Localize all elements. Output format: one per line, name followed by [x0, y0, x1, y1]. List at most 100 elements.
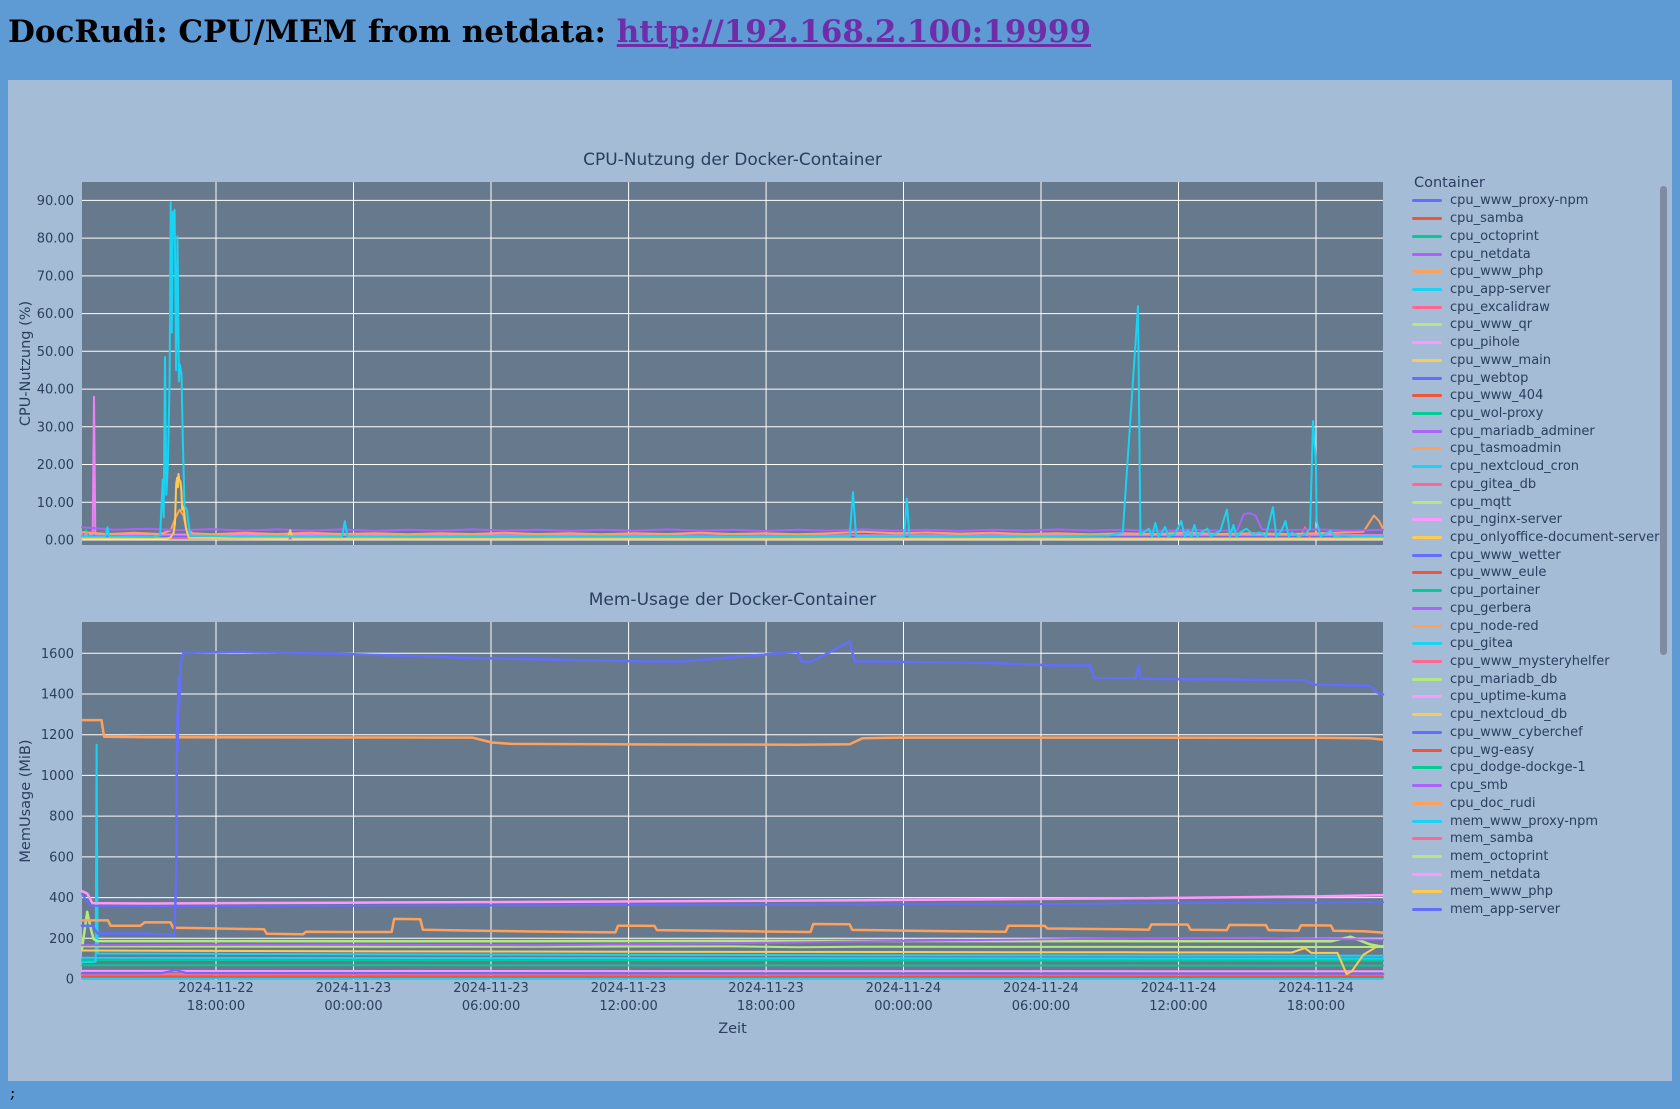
legend-item[interactable]: cpu_pihole — [1406, 334, 1662, 352]
legend-swatch-line — [1412, 589, 1442, 593]
legend-swatch-line — [1412, 536, 1442, 540]
legend-swatch-line — [1412, 660, 1442, 664]
legend-item[interactable]: cpu_doc_rudi — [1406, 794, 1662, 812]
legend-item[interactable]: cpu_www_mysteryhelfer — [1406, 653, 1662, 671]
legend-item[interactable]: cpu_www_main — [1406, 351, 1662, 369]
legend-item[interactable]: cpu_app-server — [1406, 281, 1662, 299]
legend-item[interactable]: cpu_gerbera — [1406, 600, 1662, 618]
legend-item[interactable]: cpu_excalidraw — [1406, 298, 1662, 316]
trace-cyan-105[interactable] — [81, 956, 1384, 960]
legend-item-label: cpu_webtop — [1450, 370, 1529, 386]
chart-text: 60.00 — [37, 307, 74, 322]
cpu-mem-charts-svg[interactable]: 0.00 10.00 20.00 30.00 40.00 50.00 60.00 70.00 8… — [8, 80, 1672, 1081]
legend-item-label: mem_www_proxy-npm — [1450, 813, 1599, 829]
trace-orange-high[interactable] — [80, 718, 1385, 746]
trace-cyan-app-server[interactable] — [81, 201, 1384, 538]
trace-proxy-cyan[interactable] — [81, 743, 1384, 964]
legend-item[interactable]: cpu_nextcloud_cron — [1406, 458, 1662, 476]
trace-yellow-www-php[interactable] — [81, 945, 1384, 976]
legend-item[interactable]: cpu_webtop — [1406, 369, 1662, 387]
legend-item[interactable]: cpu_octoprint — [1406, 227, 1662, 245]
chart-text: 2024-11-23 — [453, 981, 529, 996]
trace-netdata-pink[interactable] — [80, 889, 1385, 905]
legend-item[interactable]: cpu_wg-easy — [1406, 741, 1662, 759]
legend-item-label: cpu_onlyoffice-document-server — [1450, 530, 1660, 546]
mem-traces — [80, 640, 1385, 980]
chart-text: 2024-11-23 — [728, 981, 804, 996]
legend-item[interactable]: cpu_gitea — [1406, 635, 1662, 653]
legend-swatch-line — [1412, 606, 1442, 610]
trace-violet-370[interactable] — [81, 892, 1384, 908]
legend-item[interactable]: cpu_www_cyberchef — [1406, 724, 1662, 742]
mem-plot-area[interactable] — [82, 622, 1383, 980]
mem-plot[interactable]: 0 200 400 600 800 1000 1200 1400 1600 Mem-Usage d… — [18, 590, 1385, 988]
legend-item[interactable]: mem_octoprint — [1406, 848, 1662, 866]
legend-item[interactable]: cpu_mariadb_adminer — [1406, 422, 1662, 440]
trace-lightgreen-2[interactable] — [81, 945, 1384, 949]
legend-item-label: cpu_www_404 — [1450, 388, 1544, 404]
legend-item[interactable]: mem_samba — [1406, 830, 1662, 848]
page-header: DocRudi: CPU/MEM from netdata: http://19… — [0, 0, 1680, 80]
legend-item[interactable]: mem_www_proxy-npm — [1406, 812, 1662, 830]
legend-item[interactable]: cpu_node-red — [1406, 617, 1662, 635]
legend-item-label: cpu_pihole — [1450, 335, 1520, 351]
trace-blue-low[interactable] — [81, 969, 1384, 975]
legend-swatch-line — [1412, 482, 1442, 486]
trace-app-server-blue[interactable] — [80, 640, 1385, 937]
legend-item-label: mem_octoprint — [1450, 848, 1549, 864]
legend-item[interactable]: cpu_smb — [1406, 777, 1662, 795]
chart-text: 1600 — [41, 647, 74, 662]
legend-item[interactable]: mem_app-server — [1406, 901, 1662, 919]
legend-item[interactable]: cpu_nginx-server — [1406, 511, 1662, 529]
legend-item[interactable]: cpu_www_eule — [1406, 564, 1662, 582]
legend-item[interactable]: cpu_nextcloud_db — [1406, 706, 1662, 724]
legend-swatch-line — [1412, 341, 1442, 345]
trace-purple-mid[interactable] — [81, 936, 1384, 947]
legend-item[interactable]: cpu_mariadb_db — [1406, 670, 1662, 688]
netdata-link[interactable]: http://192.168.2.100:19999 — [616, 14, 1092, 50]
legend-swatch-line — [1412, 411, 1442, 415]
legend-item[interactable]: cpu_gitea_db — [1406, 476, 1662, 494]
legend-item-label: cpu_gitea — [1450, 636, 1514, 652]
legend-item[interactable]: cpu_samba — [1406, 210, 1662, 228]
legend-item[interactable]: cpu_netdata — [1406, 245, 1662, 263]
legend-item[interactable]: cpu_www_wetter — [1406, 546, 1662, 564]
legend-item-label: mem_www_php — [1450, 884, 1553, 900]
chart-text: 0 — [66, 973, 74, 988]
legend-item[interactable]: cpu_mqtt — [1406, 493, 1662, 511]
trace-yellow-www-main[interactable] — [81, 473, 1384, 540]
legend-item[interactable]: cpu_www_qr — [1406, 316, 1662, 334]
trace-purple-floor-netdata[interactable] — [81, 511, 1384, 532]
legend-swatch-line — [1412, 217, 1442, 221]
legend-item-label: mem_app-server — [1450, 902, 1561, 918]
legend-item[interactable]: cpu_onlyoffice-document-server — [1406, 529, 1662, 547]
cpu-plot[interactable]: 0.00 10.00 20.00 30.00 40.00 50.00 60.00 70.00 8… — [18, 150, 1384, 549]
legend-item-label: cpu_samba — [1450, 211, 1524, 227]
legend-item-label: cpu_www_mysteryhelfer — [1450, 654, 1610, 670]
legend-item[interactable]: cpu_uptime-kuma — [1406, 688, 1662, 706]
chart-text: 12:00:00 — [599, 999, 657, 1014]
legend-swatch-line — [1412, 305, 1442, 309]
trace-lightgreen-octoprint[interactable] — [80, 910, 1385, 951]
trace-teal-mid[interactable] — [81, 959, 1384, 962]
legend-item[interactable]: mem_www_php — [1406, 883, 1662, 901]
legend-item[interactable]: cpu_portainer — [1406, 582, 1662, 600]
cpu-plot-area[interactable] — [82, 182, 1383, 545]
trace-orange-squarewave[interactable] — [80, 917, 1385, 936]
chart-text: 0.00 — [45, 534, 74, 549]
legend-item[interactable]: cpu_tasmoadmin — [1406, 440, 1662, 458]
legend-item[interactable]: cpu_www_php — [1406, 263, 1662, 281]
legend-item[interactable]: cpu_dodge-dockge-1 — [1406, 759, 1662, 777]
legend-item-label: cpu_netdata — [1450, 246, 1531, 262]
legend-item[interactable]: cpu_www_proxy-npm — [1406, 192, 1662, 210]
legend-item[interactable]: cpu_www_404 — [1406, 387, 1662, 405]
legend-item-label: cpu_doc_rudi — [1450, 795, 1536, 811]
legend-item[interactable]: cpu_wol-proxy — [1406, 405, 1662, 423]
legend-scrollbar-thumb[interactable] — [1660, 186, 1667, 655]
legend-item-label: cpu_gitea_db — [1450, 476, 1537, 492]
legend-item-label: cpu_octoprint — [1450, 228, 1539, 244]
legend-item[interactable]: mem_netdata — [1406, 865, 1662, 883]
legend-item-label: cpu_www_qr — [1450, 317, 1533, 333]
chart-text: 80.00 — [37, 232, 74, 247]
legend-item-label: cpu_mqtt — [1450, 494, 1512, 510]
